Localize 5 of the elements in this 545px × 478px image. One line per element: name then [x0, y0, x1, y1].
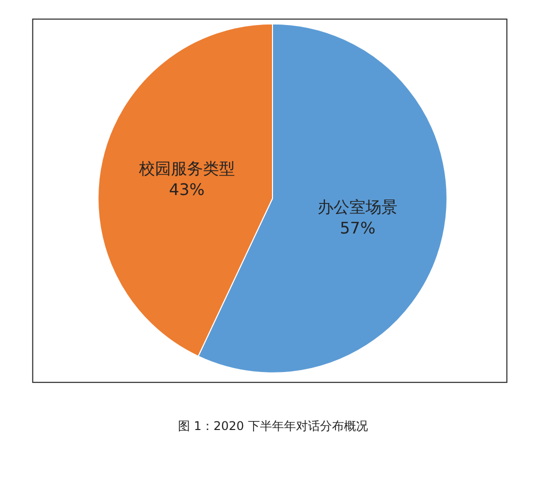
slice-label: 校园服务类型: [138, 159, 235, 178]
slice-label: 办公室场景: [318, 198, 398, 216]
data-label: 43%: [169, 180, 205, 200]
caption: 图 1：2020 下半年年对话分布概况: [178, 419, 368, 433]
data-label: 57%: [340, 218, 376, 238]
